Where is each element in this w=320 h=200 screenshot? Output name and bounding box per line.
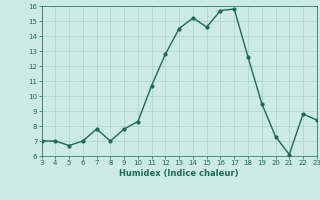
X-axis label: Humidex (Indice chaleur): Humidex (Indice chaleur) <box>119 169 239 178</box>
